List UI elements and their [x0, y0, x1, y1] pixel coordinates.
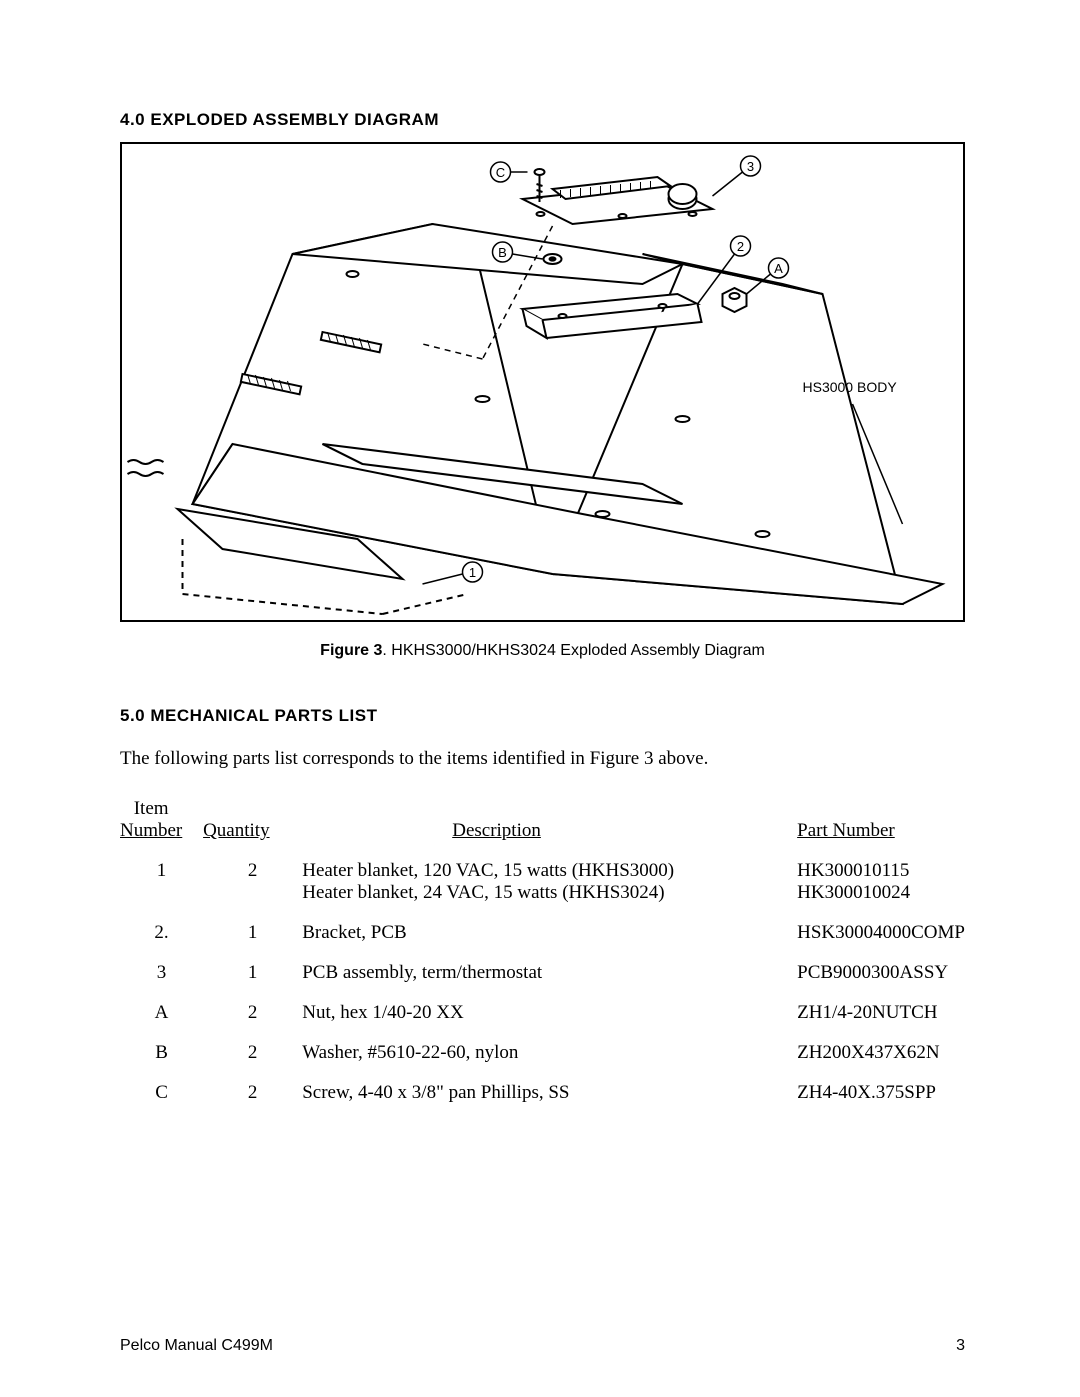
figure-caption: Figure 3. HKHS3000/HKHS3024 Exploded Ass… — [120, 642, 965, 660]
cell-desc: PCB assembly, term/thermostat — [302, 962, 797, 1002]
footer-left: Pelco Manual C499M — [120, 1337, 273, 1355]
cell-desc: Screw, 4-40 x 3/8" pan Phillips, SS — [302, 1082, 797, 1122]
diagram-svg: C 3 B 2 A 1 HS3000 BODY — [122, 144, 963, 620]
cell-qty: 2 — [203, 860, 302, 922]
footer-right: 3 — [956, 1337, 965, 1355]
th-qty: Quantity — [203, 798, 302, 860]
table-row: 2.1Bracket, PCBHSK30004000COMP — [120, 922, 965, 962]
table-row: 31PCB assembly, term/thermostatPCB900030… — [120, 962, 965, 1002]
cell-item: C — [120, 1082, 203, 1122]
section-4-heading: 4.0 EXPLODED ASSEMBLY DIAGRAM — [120, 110, 965, 130]
section-5-heading: 5.0 MECHANICAL PARTS LIST — [120, 706, 965, 726]
table-row: 12Heater blanket, 120 VAC, 15 watts (HKH… — [120, 860, 965, 922]
cell-item: 1 — [120, 860, 203, 922]
callout-a: A — [774, 261, 783, 276]
cell-desc: Bracket, PCB — [302, 922, 797, 962]
th-desc: Description — [302, 798, 797, 860]
callout-1: 1 — [469, 565, 476, 580]
parts-list-intro: The following parts list corresponds to … — [120, 748, 965, 770]
th-item: Item Number — [120, 798, 203, 860]
th-item-l2: Number — [120, 820, 182, 841]
cell-item: 2. — [120, 922, 203, 962]
table-row: A2Nut, hex 1/40-20 XXZH1/4-20NUTCH — [120, 1002, 965, 1042]
cell-desc: Heater blanket, 120 VAC, 15 watts (HKHS3… — [302, 860, 797, 922]
callout-2: 2 — [737, 239, 744, 254]
cell-desc: Nut, hex 1/40-20 XX — [302, 1002, 797, 1042]
cell-part: ZH1/4-20NUTCH — [797, 1002, 965, 1042]
cell-part: HK300010115 HK300010024 — [797, 860, 965, 922]
figure-caption-text: . HKHS3000/HKHS3024 Exploded Assembly Di… — [382, 642, 764, 659]
cell-qty: 2 — [203, 1082, 302, 1122]
callout-c: C — [496, 165, 505, 180]
cell-qty: 1 — [203, 922, 302, 962]
cell-part: PCB9000300ASSY — [797, 962, 965, 1002]
cell-item: B — [120, 1042, 203, 1082]
cell-item: A — [120, 1002, 203, 1042]
callout-b: B — [498, 245, 507, 260]
cell-item: 3 — [120, 962, 203, 1002]
table-row: C2Screw, 4-40 x 3/8" pan Phillips, SSZH4… — [120, 1082, 965, 1122]
cell-qty: 2 — [203, 1042, 302, 1082]
exploded-diagram: C 3 B 2 A 1 HS3000 BODY — [120, 142, 965, 622]
cell-part: HSK30004000COMP — [797, 922, 965, 962]
table-row: B2Washer, #5610-22-60, nylonZH200X437X62… — [120, 1042, 965, 1082]
th-item-l1: Item — [120, 798, 182, 820]
th-part: Part Number — [797, 798, 965, 860]
cell-part: ZH4-40X.375SPP — [797, 1082, 965, 1122]
figure-caption-label: Figure 3 — [320, 642, 382, 659]
cell-qty: 2 — [203, 1002, 302, 1042]
cell-desc: Washer, #5610-22-60, nylon — [302, 1042, 797, 1082]
cell-part: ZH200X437X62N — [797, 1042, 965, 1082]
cell-qty: 1 — [203, 962, 302, 1002]
callout-3: 3 — [747, 159, 754, 174]
parts-table: Item Number Quantity Description Part Nu… — [120, 798, 965, 1122]
body-label: HS3000 BODY — [803, 379, 898, 395]
